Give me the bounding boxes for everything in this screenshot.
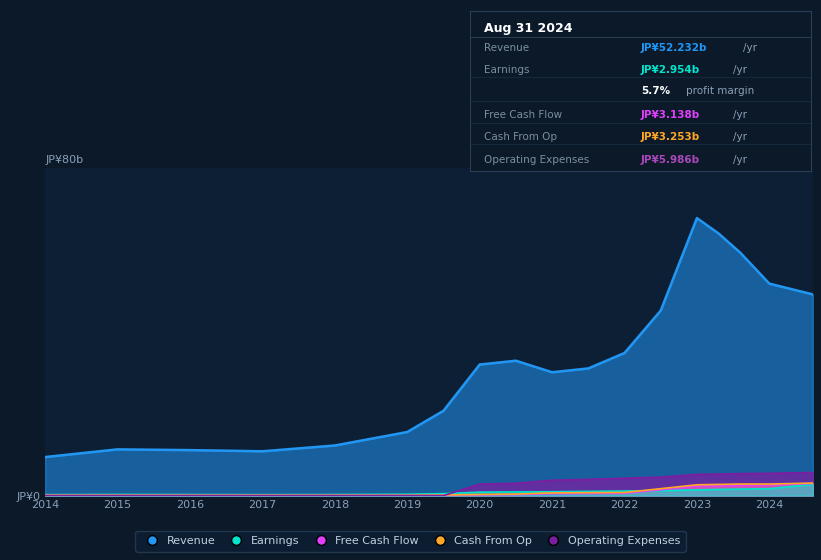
Text: /yr: /yr [733,155,747,165]
Text: JP¥80b: JP¥80b [45,155,83,165]
Text: Revenue: Revenue [484,43,530,53]
Text: Earnings: Earnings [484,66,530,76]
Text: Cash From Op: Cash From Op [484,133,557,142]
Text: JP¥3.253b: JP¥3.253b [641,133,700,142]
Text: Aug 31 2024: Aug 31 2024 [484,22,572,35]
Text: /yr: /yr [733,110,747,120]
Text: 5.7%: 5.7% [641,86,670,96]
Text: Operating Expenses: Operating Expenses [484,155,589,165]
Text: JP¥2.954b: JP¥2.954b [641,66,700,76]
Text: /yr: /yr [733,133,747,142]
Text: JP¥52.232b: JP¥52.232b [641,43,707,53]
Text: /yr: /yr [733,66,747,76]
Text: /yr: /yr [743,43,757,53]
Text: Free Cash Flow: Free Cash Flow [484,110,562,120]
Text: JP¥3.138b: JP¥3.138b [641,110,700,120]
Legend: Revenue, Earnings, Free Cash Flow, Cash From Op, Operating Expenses: Revenue, Earnings, Free Cash Flow, Cash … [135,530,686,552]
Text: JP¥5.986b: JP¥5.986b [641,155,700,165]
Text: profit margin: profit margin [686,86,754,96]
